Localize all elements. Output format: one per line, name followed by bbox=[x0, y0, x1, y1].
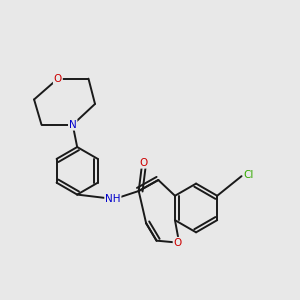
Text: Cl: Cl bbox=[244, 170, 254, 180]
Text: NH: NH bbox=[105, 194, 121, 204]
Text: O: O bbox=[173, 238, 182, 248]
Text: O: O bbox=[139, 158, 147, 168]
Text: N: N bbox=[69, 120, 76, 130]
Text: O: O bbox=[54, 74, 62, 84]
